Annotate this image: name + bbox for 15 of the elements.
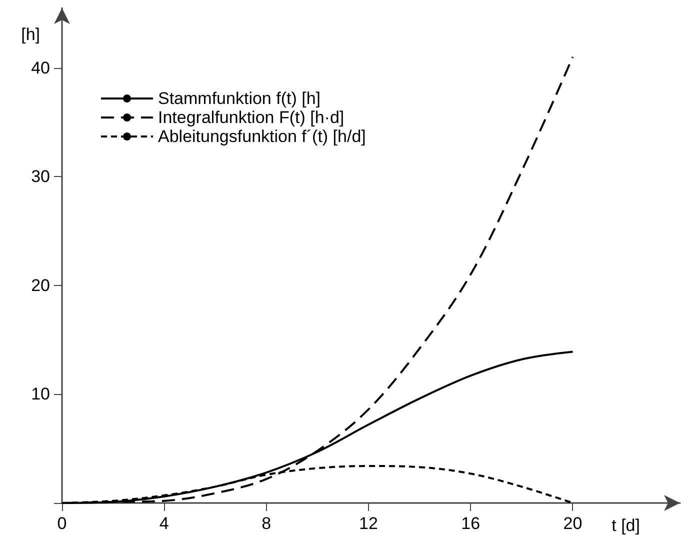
x-axis-title: t [d]	[612, 516, 640, 535]
legend-label: Integralfunktion F(t) [h·d]	[158, 108, 344, 127]
y-tick-label: 10	[31, 384, 50, 404]
y-tick-label: 20	[31, 276, 50, 295]
x-tick-label: 0	[57, 514, 67, 533]
x-tick-label: 8	[262, 514, 272, 533]
x-tick-label: 12	[358, 514, 378, 533]
x-tick-label: 20	[563, 514, 582, 533]
x-tick-label: 4	[159, 514, 169, 533]
legend-label: Stammfunktion f(t) [h]	[158, 89, 320, 108]
y-tick-label: 40	[31, 58, 50, 78]
x-tick-label: 16	[461, 514, 480, 533]
y-axis-title: [h]	[21, 25, 40, 44]
y-tick-label: 30	[31, 167, 50, 186]
legend-label: Ableitungsfunktion f´(t) [h/d]	[158, 127, 366, 146]
